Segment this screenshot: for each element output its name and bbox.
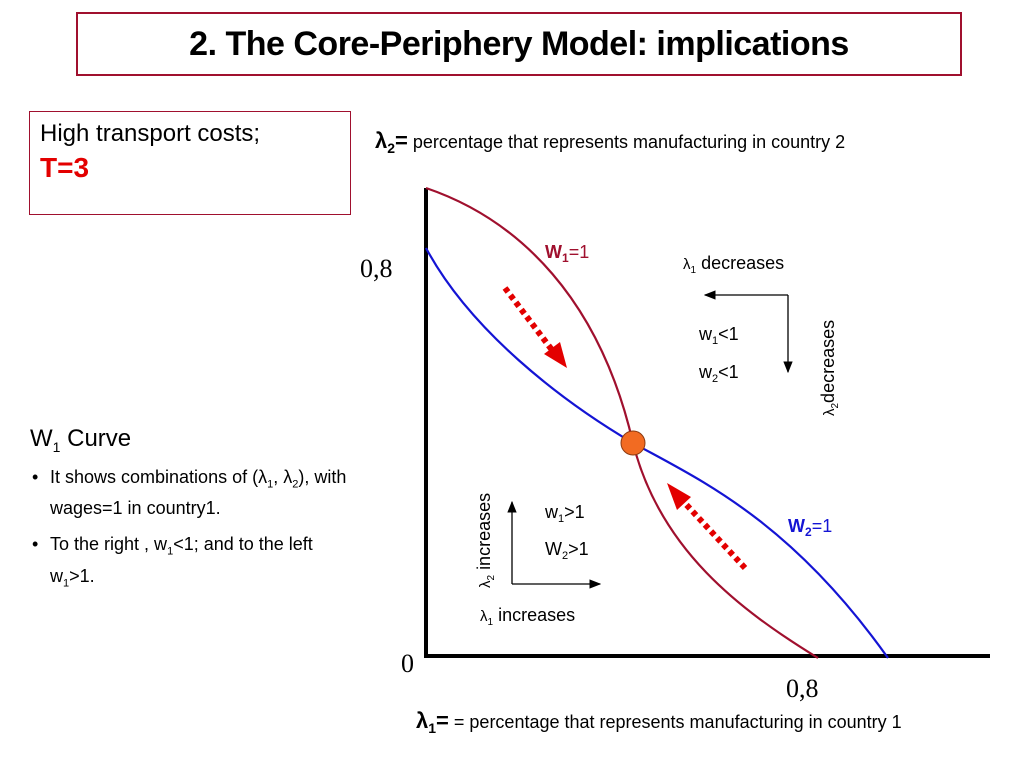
transport-cost-label: High transport costs; [40,120,261,147]
lambda1-increases-label: λ1 increases [480,605,575,628]
y-tick-label: 0,8 [360,254,393,283]
w1-bullet-item: It shows combinations of (λ1, λ2), with … [30,465,350,521]
x-axis-title: λ1= = percentage that represents manufac… [416,708,902,736]
lambda2-decreases-label: λ2decreases [818,320,841,416]
w2-greater-than-1: W2>1 [545,539,589,562]
w1-bullet-list: It shows combinations of (λ1, λ2), with … [30,465,350,596]
convergence-arrow-lower [679,497,748,571]
convergence-arrowhead-upper [544,342,567,368]
equilibrium-point [620,430,646,456]
w1-bullet-item: To the right , w1<1; and to the left w1>… [30,532,350,595]
title-box: 2. The Core-Periphery Model: implication… [76,12,962,76]
w1-curve-heading: W1 Curve [30,425,132,455]
convergence-arrow-upper [502,286,555,352]
origin-label: 0 [401,649,414,678]
w2-less-than-1: w2<1 [698,362,739,385]
lambda1-decreases-label: λ1 decreases [683,253,784,276]
y-axis-title: λ2= percentage that represents manufactu… [375,128,845,156]
transport-cost-value: T=3 [40,152,90,183]
lambda2-increases-label: λ2 increases [474,493,497,588]
w1-greater-than-1: w1>1 [544,502,585,525]
w2-curve [425,247,889,659]
w2-curve-label: W2=1 [788,516,832,539]
convergence-arrowhead-lower [667,483,691,510]
w1-curve-section: W1 Curve It shows combinations of (λ1, λ… [30,425,350,608]
transport-cost-box: High transport costs; T=3 [29,111,351,215]
w1-less-than-1: w1<1 [698,324,739,347]
slide-title: 2. The Core-Periphery Model: implication… [189,24,849,63]
x-tick-label: 0,8 [786,674,819,703]
w1-curve-label: W1=1 [545,242,589,265]
